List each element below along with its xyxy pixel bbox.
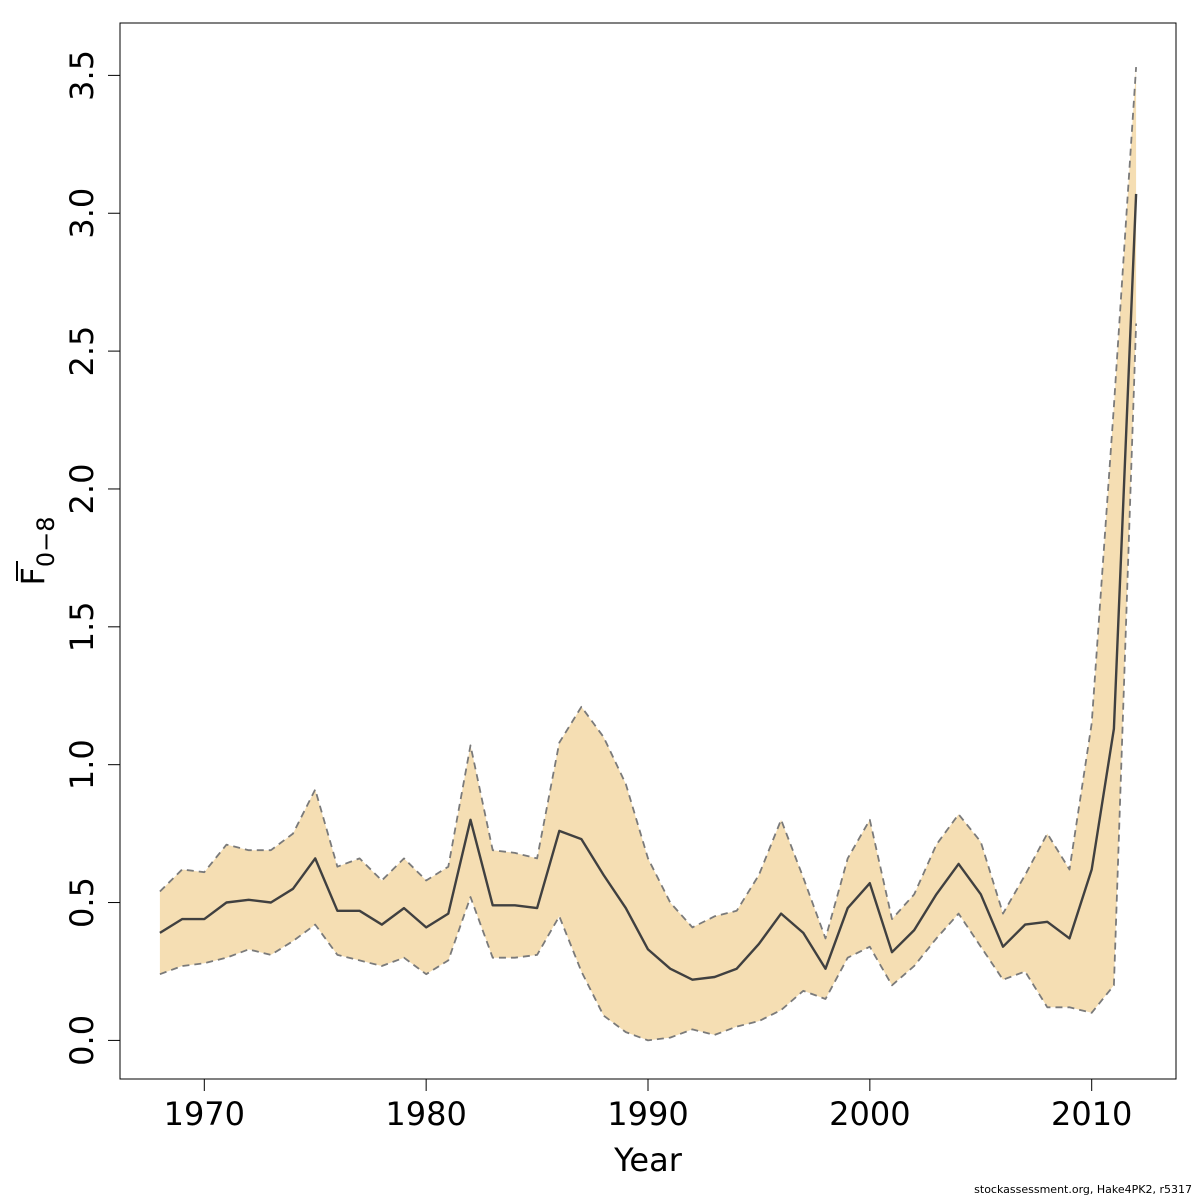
svg-text:F0−8: F0−8 <box>14 516 60 585</box>
plot-area <box>159 67 1138 1042</box>
y-tick-label: 3.5 <box>63 50 101 101</box>
y-tick-label: 2.0 <box>63 464 101 515</box>
x-tick-label: 2010 <box>1051 1095 1132 1133</box>
y-tick-label: 0.5 <box>63 877 101 928</box>
y-axis-title-subscript: 0−8 <box>32 516 60 567</box>
y-tick-label: 1.0 <box>63 739 101 790</box>
y-tick-label: 2.5 <box>63 326 101 377</box>
y-axis: 0.0 0.5 1.0 1.5 2.0 2.5 3.0 3.5 <box>63 50 121 1066</box>
y-axis-title: F0−8 <box>14 516 60 585</box>
x-tick-label: 2000 <box>829 1095 910 1133</box>
source-credit: stockassessment.org, Hake4PK2, r5317 <box>974 1183 1192 1196</box>
x-axis-title: Year <box>613 1141 683 1179</box>
y-axis-title-base: F <box>14 567 52 585</box>
estimate-line <box>159 193 1138 981</box>
upper-bound-line <box>159 67 1137 940</box>
x-axis: 1970 1980 1990 2000 2010 <box>164 1078 1132 1133</box>
confidence-band <box>159 67 1137 1041</box>
x-tick-label: 1980 <box>385 1095 466 1133</box>
lower-bound-line <box>159 323 1137 1042</box>
y-tick-label: 1.5 <box>63 601 101 652</box>
y-tick-label: 3.0 <box>63 188 101 239</box>
x-tick-label: 1990 <box>607 1095 688 1133</box>
x-tick-label: 1970 <box>164 1095 245 1133</box>
y-tick-label: 0.0 <box>63 1015 101 1066</box>
